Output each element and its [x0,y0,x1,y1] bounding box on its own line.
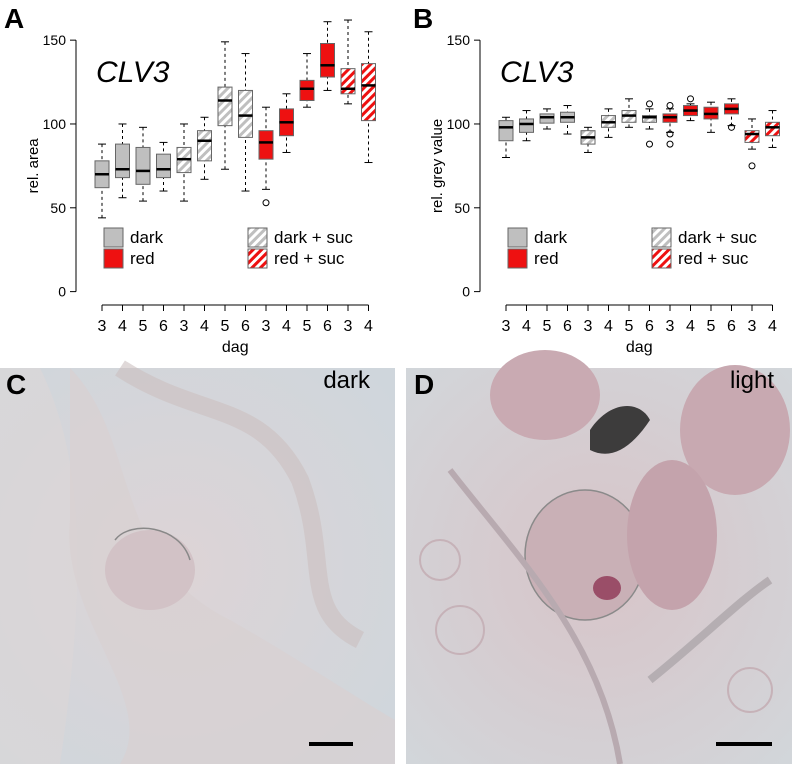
legend-label: dark [130,228,164,247]
x-tick-label: 5 [303,318,312,335]
panel-letter: A [4,3,24,34]
y-tick-label: 0 [462,284,470,300]
panel-label: dark [323,367,371,394]
legend-swatch [651,248,672,269]
box [197,130,212,162]
legend-label: red [534,249,559,268]
y-tick-label: 100 [43,116,67,132]
box [258,130,274,160]
box [299,79,315,102]
x-tick-label: 3 [344,318,353,335]
x-tick-label: 3 [666,318,675,335]
x-tick-label: 4 [364,318,373,335]
y-axis-label: rel. area [25,138,42,194]
legend-swatch [651,227,672,248]
outlier [687,95,694,103]
x-tick-label: 4 [200,318,209,335]
x-tick-label: 6 [727,318,736,335]
box [765,121,780,137]
y-tick-label: 150 [447,32,471,48]
outlier [646,140,653,148]
x-tick-label: 6 [241,318,250,335]
x-tick-label: 6 [645,318,654,335]
x-tick-label: 4 [604,318,613,335]
x-tick-label: 4 [118,318,127,335]
box [217,86,233,127]
x-tick-label: 3 [584,318,593,335]
y-axis-label: rel. grey value [429,119,446,213]
outlier [748,162,756,170]
legend-label: red [130,249,155,268]
x-tick-label: 6 [563,318,572,335]
panel-letter: D [414,369,434,400]
legend-swatch [103,248,124,269]
x-tick-label: 4 [686,318,695,335]
panel-letter: B [413,3,433,34]
micrograph-c [0,360,396,764]
box [135,146,151,185]
x-tick-label: 5 [139,318,148,335]
outlier [262,199,270,207]
legend-swatch [247,227,268,248]
y-tick-label: 50 [50,200,66,216]
box [340,68,356,95]
box [642,115,657,123]
chart-title: CLV3 [96,56,170,89]
legend-swatch [507,227,528,248]
box [320,43,335,78]
x-tick-label: 4 [522,318,531,335]
x-axis-label: dag [626,339,653,356]
y-tick-label: 0 [58,284,66,300]
x-tick-label: 3 [262,318,271,335]
box [539,113,555,124]
legend-label: red + suc [274,249,345,268]
outlier [666,140,674,148]
x-tick-label: 3 [748,318,757,335]
x-axis-label: dag [222,339,249,356]
box [498,120,514,142]
outlier [666,130,674,138]
legend-label: dark + suc [274,228,353,247]
x-tick-label: 5 [625,318,634,335]
x-tick-label: 3 [180,318,189,335]
x-tick-label: 6 [159,318,168,335]
chart-title: CLV3 [500,56,574,89]
box [744,130,760,143]
legend-swatch [247,248,268,269]
legend-label: dark [534,228,568,247]
outlier [646,100,653,108]
x-tick-label: 5 [707,318,716,335]
box [519,118,534,133]
outlier [728,123,735,131]
x-tick-label: 5 [221,318,230,335]
legend-swatch [103,227,124,248]
x-tick-label: 4 [282,318,291,335]
legend-swatch [507,248,528,269]
box [115,143,130,179]
x-tick-label: 4 [768,318,777,335]
box [361,63,376,122]
micrograph-d [406,350,792,764]
box [156,153,171,179]
x-tick-label: 5 [543,318,552,335]
panel-label: light [730,367,774,394]
x-tick-label: 3 [502,318,511,335]
x-tick-label: 3 [98,318,107,335]
box [238,89,253,138]
y-tick-label: 100 [447,116,471,132]
legend-label: red + suc [678,249,749,268]
legend-label: dark + suc [678,228,757,247]
y-tick-label: 50 [454,200,470,216]
y-tick-label: 150 [43,32,67,48]
outlier [666,102,674,110]
x-tick-label: 6 [323,318,332,335]
panel-letter: C [6,369,26,400]
